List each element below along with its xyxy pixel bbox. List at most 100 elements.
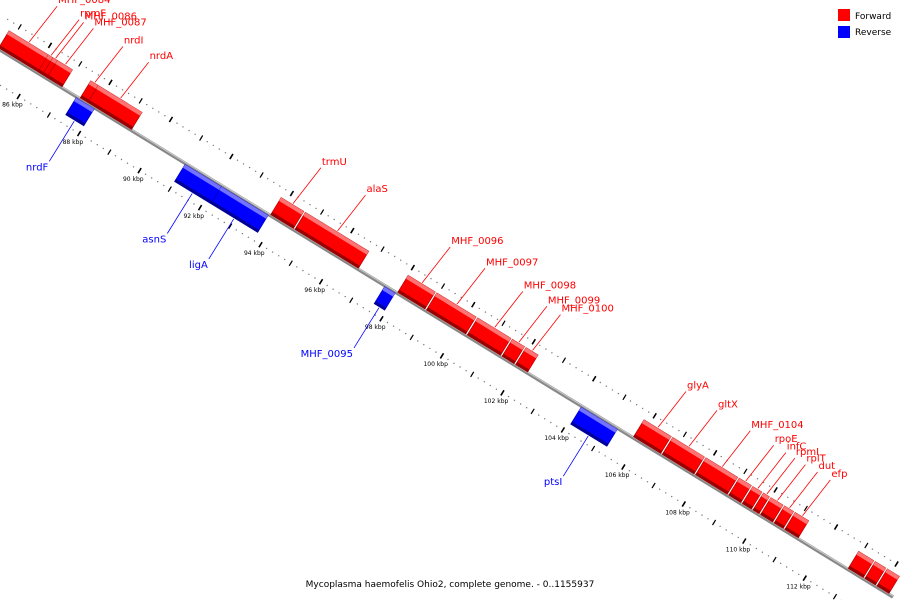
track-dot (346, 226, 347, 227)
gene-label: glyA (687, 381, 709, 392)
track-dot (605, 455, 606, 456)
track-dot (54, 118, 55, 119)
track-dot (769, 486, 770, 487)
tick-mark (289, 261, 292, 266)
track-dot (399, 329, 400, 330)
tick-mark (47, 112, 50, 117)
track-dot (521, 334, 522, 335)
track-dot (181, 196, 182, 197)
track-dot (418, 271, 419, 272)
track-dot (629, 470, 630, 471)
tick-mark (18, 24, 21, 29)
track-dot (42, 111, 43, 112)
track-dot (284, 259, 285, 260)
track-dot (249, 167, 250, 168)
track-dot (829, 523, 830, 524)
track-dot (485, 311, 486, 312)
track-dot (447, 359, 448, 360)
track-dot (146, 104, 147, 105)
tick-mark (79, 61, 82, 66)
track-dot (544, 418, 545, 419)
track-dot (116, 85, 117, 86)
track-dot (423, 344, 424, 345)
track-dot (400, 260, 401, 261)
track-dot (224, 222, 225, 223)
label-leader (689, 410, 717, 446)
gene-alaS[interactable] (295, 212, 369, 268)
track-dot (842, 530, 843, 531)
track-dot (25, 30, 26, 31)
track-dot (72, 129, 73, 130)
gene-label: gltX (718, 399, 738, 410)
track-dot (24, 100, 25, 101)
track-dot (799, 504, 800, 505)
track-dot (551, 352, 552, 353)
track-dot (37, 37, 38, 38)
track-dot (242, 233, 243, 234)
track-dot (163, 185, 164, 186)
track-dot (816, 585, 817, 586)
track-dot (696, 441, 697, 442)
track-dot (326, 285, 327, 286)
gene-nrdA[interactable] (88, 85, 142, 129)
track-dot (7, 19, 8, 20)
track-dot (890, 560, 891, 561)
tick-mark (833, 594, 836, 599)
track-dot (786, 566, 787, 567)
track-dot (133, 166, 134, 167)
label-leader (790, 472, 818, 508)
track-dot (828, 592, 829, 593)
track-dot (545, 348, 546, 349)
track-dot (780, 563, 781, 564)
tick-mark (773, 557, 776, 562)
tick-label: 88 kbp (63, 139, 84, 146)
track-dot (878, 552, 879, 553)
tick-mark (652, 483, 655, 488)
track-dot (556, 426, 557, 427)
track-dot (756, 548, 757, 549)
track-dot (194, 134, 195, 135)
track-dot (225, 152, 226, 153)
track-dot (376, 245, 377, 246)
track-dot (757, 478, 758, 479)
track-dot (762, 552, 763, 553)
gene-MHF_0096[interactable] (398, 275, 436, 309)
track-dot (207, 141, 208, 142)
tick-mark (200, 135, 203, 140)
tick-label: 104 kbp (544, 435, 569, 442)
track-dot (526, 407, 527, 408)
track-dot (417, 340, 418, 341)
track-dot (296, 266, 297, 267)
label-leader (746, 445, 774, 481)
label-leader (422, 247, 450, 283)
gene-label: ligA (189, 260, 208, 271)
track-dot (726, 529, 727, 530)
track-dot (127, 163, 128, 164)
track-dot (509, 326, 510, 327)
label-leader (495, 291, 523, 327)
track-dot (860, 541, 861, 542)
track-dot (60, 122, 61, 123)
tick-mark (532, 339, 535, 344)
track-dot (43, 41, 44, 42)
gene-label: MHF_0096 (451, 236, 503, 247)
track-dot (479, 308, 480, 309)
tick-mark (321, 210, 324, 215)
track-dot (580, 440, 581, 441)
track-dot (205, 211, 206, 212)
track-dot (338, 292, 339, 293)
tick-mark (592, 446, 595, 451)
track-dot (285, 189, 286, 190)
track-dot (659, 489, 660, 490)
tick-label: 96 kbp (304, 287, 325, 294)
label-leader (338, 195, 366, 231)
track-dot (97, 144, 98, 145)
track-dot (648, 411, 649, 412)
track-dot (787, 497, 788, 498)
track-dot (175, 192, 176, 193)
track-dot (388, 252, 389, 253)
tick-mark (714, 450, 717, 455)
track-dot (854, 537, 855, 538)
track-dot (237, 160, 238, 161)
